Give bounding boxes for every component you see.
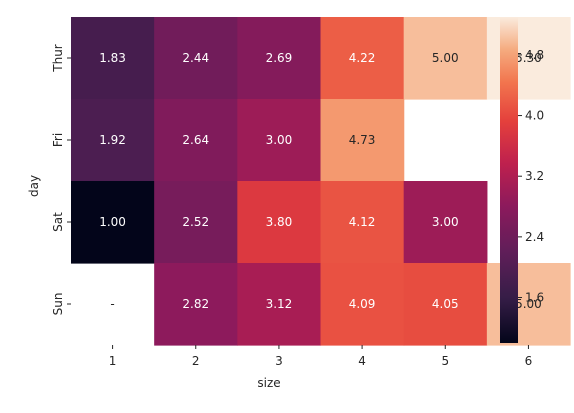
heatmap-cell — [237, 263, 322, 346]
cell-value-label: 2.64 — [182, 133, 209, 147]
cell-value-label: 4.09 — [349, 297, 376, 311]
cell-value-label: 4.05 — [432, 297, 459, 311]
heatmap-cell — [71, 99, 155, 182]
cell-value-label: 2.52 — [182, 215, 209, 229]
y-tick-label: Thur — [51, 44, 65, 73]
y-tick-label: Sun — [51, 293, 65, 316]
cell-value-label: 4.12 — [349, 215, 376, 229]
colorbar: 1.6 2.4 3.2 4.0 4.8 — [500, 17, 544, 343]
colorbar-tick-label: 4.0 — [525, 109, 544, 123]
colorbar-tick-label: 3.2 — [525, 169, 544, 183]
heatmap-cell — [403, 17, 488, 100]
cell-value-label: 1.83 — [99, 51, 126, 65]
heatmap-cell — [154, 99, 238, 182]
cell-value-label: 5.00 — [515, 297, 542, 311]
cell-value-label: 2.82 — [182, 297, 209, 311]
x-tick-label: 1 — [109, 354, 117, 368]
x-tick-label: 5 — [441, 354, 449, 368]
cell-value-label: 3.00 — [266, 133, 293, 147]
y-axis-ticks: Thur Fri Sat Sun — [51, 44, 71, 315]
x-axis-label: size — [257, 376, 280, 390]
cell-value-label: 3.00 — [432, 215, 459, 229]
x-axis-ticks: 1 2 3 4 5 6 — [109, 345, 532, 368]
cell-value-label: 1.00 — [99, 215, 126, 229]
cell-value-label: 4.73 — [349, 133, 376, 147]
colorbar-tick-label: 4.8 — [525, 48, 544, 62]
cell-value-label: 2.69 — [266, 51, 293, 65]
heatmap-cell — [71, 181, 155, 264]
x-tick-label: 4 — [358, 354, 366, 368]
heatmap-cell — [403, 181, 488, 264]
heatmap-cell — [237, 17, 322, 100]
missing-value-label: - — [110, 297, 114, 311]
heatmap-cell — [320, 99, 405, 182]
heatmap-cell — [154, 181, 238, 264]
cell-value-label: 3.12 — [266, 297, 293, 311]
heatmap-cell — [403, 263, 488, 346]
y-tick-label: Sat — [51, 212, 65, 232]
colorbar-tick-label: 1.6 — [525, 291, 544, 305]
heatmap-cell — [154, 17, 238, 100]
cell-value-label: 5.00 — [432, 51, 459, 65]
heatmap-cell — [320, 181, 405, 264]
heatmap-cells: 1.83 2.44 2.69 4.22 5.00 5.301.92 2.64 3.00 4.73… — [71, 17, 571, 346]
heatmap-cell — [320, 263, 405, 346]
cell-value-label: 1.92 — [99, 133, 126, 147]
x-tick-label: 6 — [525, 354, 533, 368]
x-tick-label: 2 — [192, 354, 200, 368]
colorbar-tick-label: 2.4 — [525, 230, 544, 244]
heatmap-cell — [320, 17, 405, 100]
colorbar-gradient — [500, 17, 518, 343]
cell-value-label: 2.44 — [182, 51, 209, 65]
cell-value-label: 4.22 — [349, 51, 376, 65]
heatmap-cell — [71, 17, 155, 100]
cell-value-label: 3.80 — [266, 215, 293, 229]
x-tick-label: 3 — [275, 354, 283, 368]
heatmap-cell — [237, 181, 322, 264]
heatmap-cell — [237, 99, 322, 182]
y-axis-label: day — [27, 175, 41, 197]
heatmap-cell — [154, 263, 238, 346]
y-tick-label: Fri — [51, 133, 65, 147]
